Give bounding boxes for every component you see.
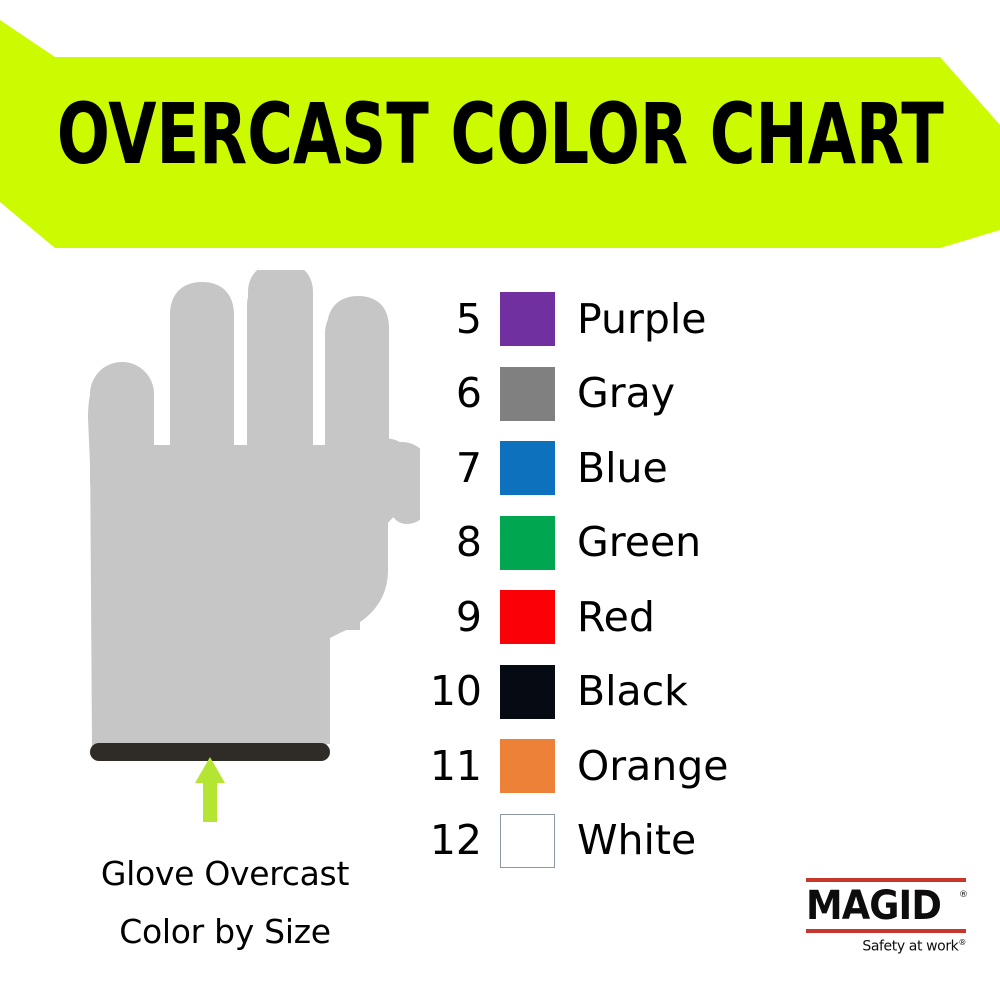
logo-wordmark: MAGID ®: [806, 883, 968, 929]
logo-registered-icon: ®: [959, 890, 968, 900]
legend-color-swatch: [500, 441, 555, 496]
banner-shape: [0, 20, 1000, 248]
legend-color-swatch: [500, 590, 555, 645]
legend-color-swatch: [500, 366, 555, 421]
logo-wordmark-text: MAGID: [806, 883, 942, 929]
legend-color-swatch: [500, 664, 555, 719]
glove-diagram: [88, 270, 420, 822]
logo-rule-top: [806, 878, 966, 882]
legend-color-name: Green: [577, 518, 702, 567]
legend-color-name: Black: [577, 667, 688, 716]
legend-row: 8 Green: [400, 506, 820, 581]
legend-color-swatch: [500, 515, 555, 570]
legend-row: 11 Orange: [400, 729, 820, 804]
logo-rule-bottom: [806, 929, 966, 933]
legend-size-label: 6: [455, 369, 482, 418]
glove-caption: Glove Overcast Color by Size: [30, 845, 420, 961]
legend-size-label: 10: [429, 667, 482, 716]
header-banner: [0, 20, 1000, 250]
legend-color-name: Red: [577, 592, 655, 641]
logo-tagline: Safety at work®: [806, 939, 966, 954]
size-color-legend: 5 Purple 6 Gray 7 Blue 8 Green 9 Red 10: [400, 282, 820, 878]
legend-size-label: 8: [455, 518, 482, 567]
legend-row: 6 Gray: [400, 357, 820, 432]
magid-logo: MAGID ® Safety at work®: [806, 878, 968, 956]
legend-size-label: 11: [429, 741, 482, 790]
legend-color-name: Gray: [577, 369, 676, 418]
legend-color-swatch: [500, 292, 555, 347]
legend-color-swatch: [500, 813, 555, 868]
legend-color-name: Purple: [577, 294, 707, 343]
glove-web: [320, 570, 360, 630]
glove-cuff: [92, 650, 327, 746]
legend-color-name: White: [577, 816, 697, 865]
overcast-arrow-icon: [195, 757, 225, 822]
glove-caption-line-1: Glove Overcast: [100, 854, 350, 893]
glove-illustration-panel: Glove Overcast Color by Size: [30, 270, 420, 960]
legend-row: 12 White: [400, 804, 820, 879]
legend-size-label: 12: [429, 816, 482, 865]
legend-color-name: Orange: [577, 741, 729, 790]
glove-silhouette-group: [90, 273, 420, 746]
legend-row: 9 Red: [400, 580, 820, 655]
glove-caption-line-2: Color by Size: [119, 911, 331, 951]
legend-row: 7 Blue: [400, 431, 820, 506]
legend-row: 10 Black: [400, 655, 820, 730]
logo-tagline-text: Safety at work: [862, 938, 959, 955]
legend-size-label: 9: [455, 592, 482, 641]
legend-color-swatch: [500, 739, 555, 794]
overcast-band: [90, 743, 330, 761]
logo-tagline-registered-icon: ®: [958, 938, 966, 947]
legend-size-label: 5: [455, 294, 482, 343]
glove-finger-index: [170, 290, 234, 485]
legend-color-name: Blue: [577, 443, 668, 492]
glove-finger-middle: [247, 273, 312, 488]
legend-row: 5 Purple: [400, 282, 820, 357]
legend-size-label: 7: [455, 443, 482, 492]
